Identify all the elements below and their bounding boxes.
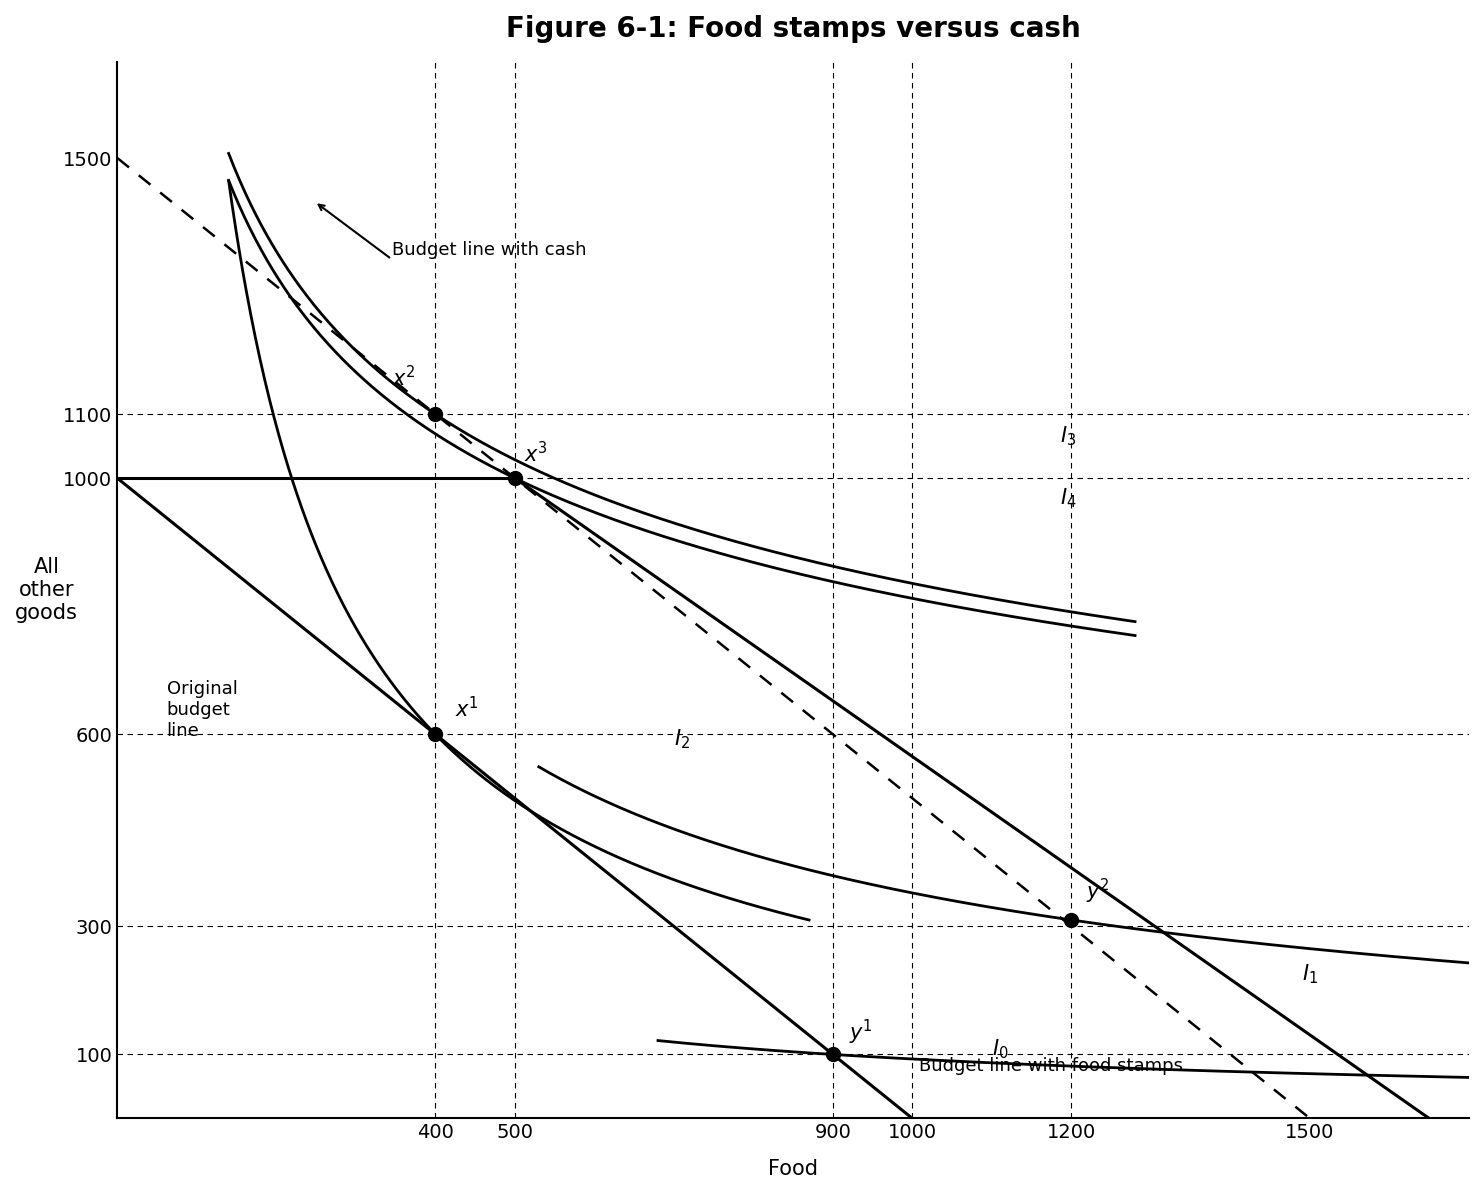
Y-axis label: All
other
goods: All other goods <box>15 558 77 623</box>
Text: $x^3$: $x^3$ <box>524 442 548 467</box>
Title: Figure 6-1: Food stamps versus cash: Figure 6-1: Food stamps versus cash <box>506 16 1080 43</box>
Text: $I_4$: $I_4$ <box>1060 487 1076 511</box>
Text: Original
budget
line: Original budget line <box>166 681 237 740</box>
Text: $I_1$: $I_1$ <box>1301 962 1318 986</box>
Text: $I_0$: $I_0$ <box>991 1038 1009 1061</box>
Text: $x^2$: $x^2$ <box>392 364 416 389</box>
Text: Budget line with food stamps: Budget line with food stamps <box>919 1057 1183 1075</box>
Text: $y^2$: $y^2$ <box>1086 876 1110 906</box>
Text: $I_2$: $I_2$ <box>674 727 690 751</box>
Text: Budget line with cash: Budget line with cash <box>392 241 586 259</box>
X-axis label: Food: Food <box>769 1159 818 1178</box>
Text: $x^1$: $x^1$ <box>456 696 479 721</box>
Text: $I_3$: $I_3$ <box>1060 425 1076 449</box>
Text: $y^1$: $y^1$ <box>849 1017 873 1047</box>
